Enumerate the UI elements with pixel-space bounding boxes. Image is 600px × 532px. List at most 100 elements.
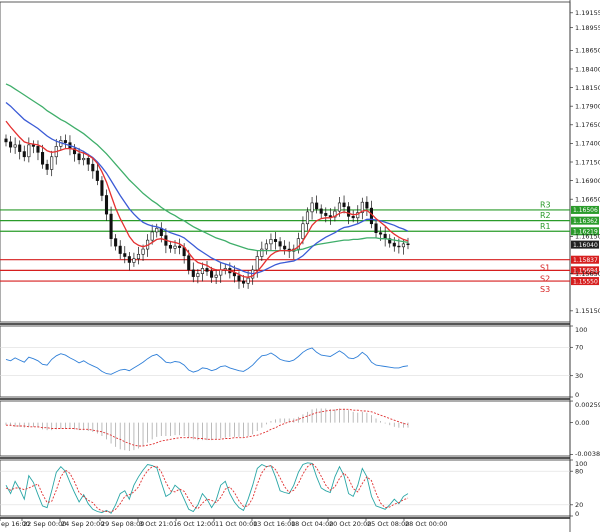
candle-body [342, 202, 346, 207]
current-price-value: 1.16040 [573, 242, 598, 249]
candle-body [283, 245, 287, 250]
candle-body [4, 138, 8, 143]
x-tick-label: 3 Oct 21:01 [139, 520, 177, 528]
main-y-tick-label: 1.17900 [575, 102, 600, 110]
candle-body [178, 245, 182, 248]
candle-body [347, 206, 351, 217]
x-tick-label: 24 Sep 20:00 [61, 520, 104, 528]
stoch-y-tick-label: 100 [575, 460, 587, 468]
candle-body [141, 248, 145, 255]
x-tick-label: 22 Sep 00:00 [23, 520, 66, 528]
current-price-badge [571, 240, 599, 249]
candle-body [168, 245, 172, 249]
main-y-tick-label: 1.18150 [575, 84, 600, 92]
candle-body [100, 180, 104, 196]
candle-body [273, 239, 278, 242]
macd-y-tick-label: -0.003828 [575, 450, 600, 458]
candle-body [196, 273, 200, 277]
candle-body [379, 232, 383, 235]
macd-y-tick-label: 0.002595 [575, 401, 600, 409]
main-y-tick-label: 1.15650 [575, 270, 600, 278]
stoch-y-tick-label: 0 [575, 510, 579, 518]
rsi-y-tick-label: 100 [575, 326, 587, 334]
ema-fast-line [5, 120, 409, 278]
candle-body [63, 140, 67, 143]
candle-body [41, 152, 45, 165]
candle-body [191, 269, 195, 277]
candle-body [210, 271, 214, 278]
level-label-s2: S2 [540, 274, 550, 283]
level-badge-value-s1: 1.15837 [573, 257, 598, 264]
candle-body [319, 208, 323, 214]
x-tick-label: 6 Oct 12:00 [177, 520, 215, 528]
candle-body [136, 253, 141, 260]
candle-body [205, 268, 209, 272]
candle-body [406, 243, 410, 245]
candle-body [351, 216, 355, 219]
level-badge-value-s3: 1.15550 [573, 278, 598, 285]
candle-body [328, 215, 332, 218]
candle-body [369, 207, 373, 225]
ema-slow-line [5, 83, 409, 252]
level-badge-r3 [571, 205, 599, 214]
level-badge-s1 [571, 255, 599, 264]
main-y-tick-label: 1.19155 [575, 9, 600, 17]
x-tick-label: 20 Oct 20:00 [329, 520, 371, 528]
main-y-tick-label: 1.16650 [575, 196, 600, 204]
candle-body [27, 144, 31, 158]
candle-body [13, 144, 17, 148]
stoch-k-line [5, 462, 409, 514]
candle-body [173, 245, 177, 249]
candle-body [242, 280, 246, 284]
candle-body [104, 195, 109, 215]
rsi-y-tick-label: 30 [575, 372, 583, 380]
candle-body [214, 274, 218, 278]
level-badge-r1 [571, 227, 599, 236]
level-badge-value-r2: 1.16362 [573, 218, 598, 225]
x-tick-label: ep 16:00 [1, 520, 30, 528]
level-badge-r2 [571, 216, 599, 225]
candle-body [36, 146, 40, 153]
candle-body [255, 256, 259, 271]
level-badge-value-r1: 1.16219 [573, 228, 598, 235]
x-tick-label: 18 Oct 04:00 [291, 520, 333, 528]
rsi-y-tick-label: 0 [575, 391, 579, 399]
candle-body [360, 201, 364, 213]
x-tick-label: 29 Sep 08:00 [101, 520, 144, 528]
candle-body [232, 272, 236, 277]
panel-frame-macd [0, 400, 571, 457]
rsi-line [5, 347, 409, 375]
candle-body [383, 233, 387, 239]
level-label-r3: R3 [540, 200, 551, 209]
candle-body [337, 202, 342, 212]
main-y-tick-label: 1.18955 [575, 24, 600, 32]
ema-mid-line [5, 101, 409, 275]
level-label-r2: R2 [540, 211, 551, 220]
candle-body [95, 170, 99, 181]
candle-body [31, 144, 35, 147]
candle-body [392, 242, 396, 247]
candle-body [397, 245, 401, 248]
candle-body [18, 144, 22, 152]
main-y-tick-label: 1.17650 [575, 121, 600, 129]
main-y-tick-label: 1.15150 [575, 307, 600, 315]
x-tick-label: 28 Oct 00:00 [405, 520, 447, 528]
candle-body [123, 253, 127, 257]
candle-body [333, 210, 337, 218]
candle-body [374, 223, 378, 233]
x-tick-label: 13 Oct 16:00 [253, 520, 295, 528]
candle-body [269, 239, 273, 245]
candle-body [278, 241, 282, 247]
candle-body [365, 201, 369, 209]
candle-body [114, 238, 118, 247]
panel-frame-stoch [0, 459, 571, 517]
level-label-r1: R1 [540, 222, 551, 231]
candle-body [22, 151, 26, 158]
macd-signal-line [6, 408, 409, 447]
candle-body [45, 163, 49, 170]
stoch-d-line [5, 462, 409, 513]
level-badge-value-s2: 1.15694 [573, 268, 598, 275]
candle-body [324, 213, 328, 216]
stoch-y-tick-label: 80 [575, 468, 583, 476]
